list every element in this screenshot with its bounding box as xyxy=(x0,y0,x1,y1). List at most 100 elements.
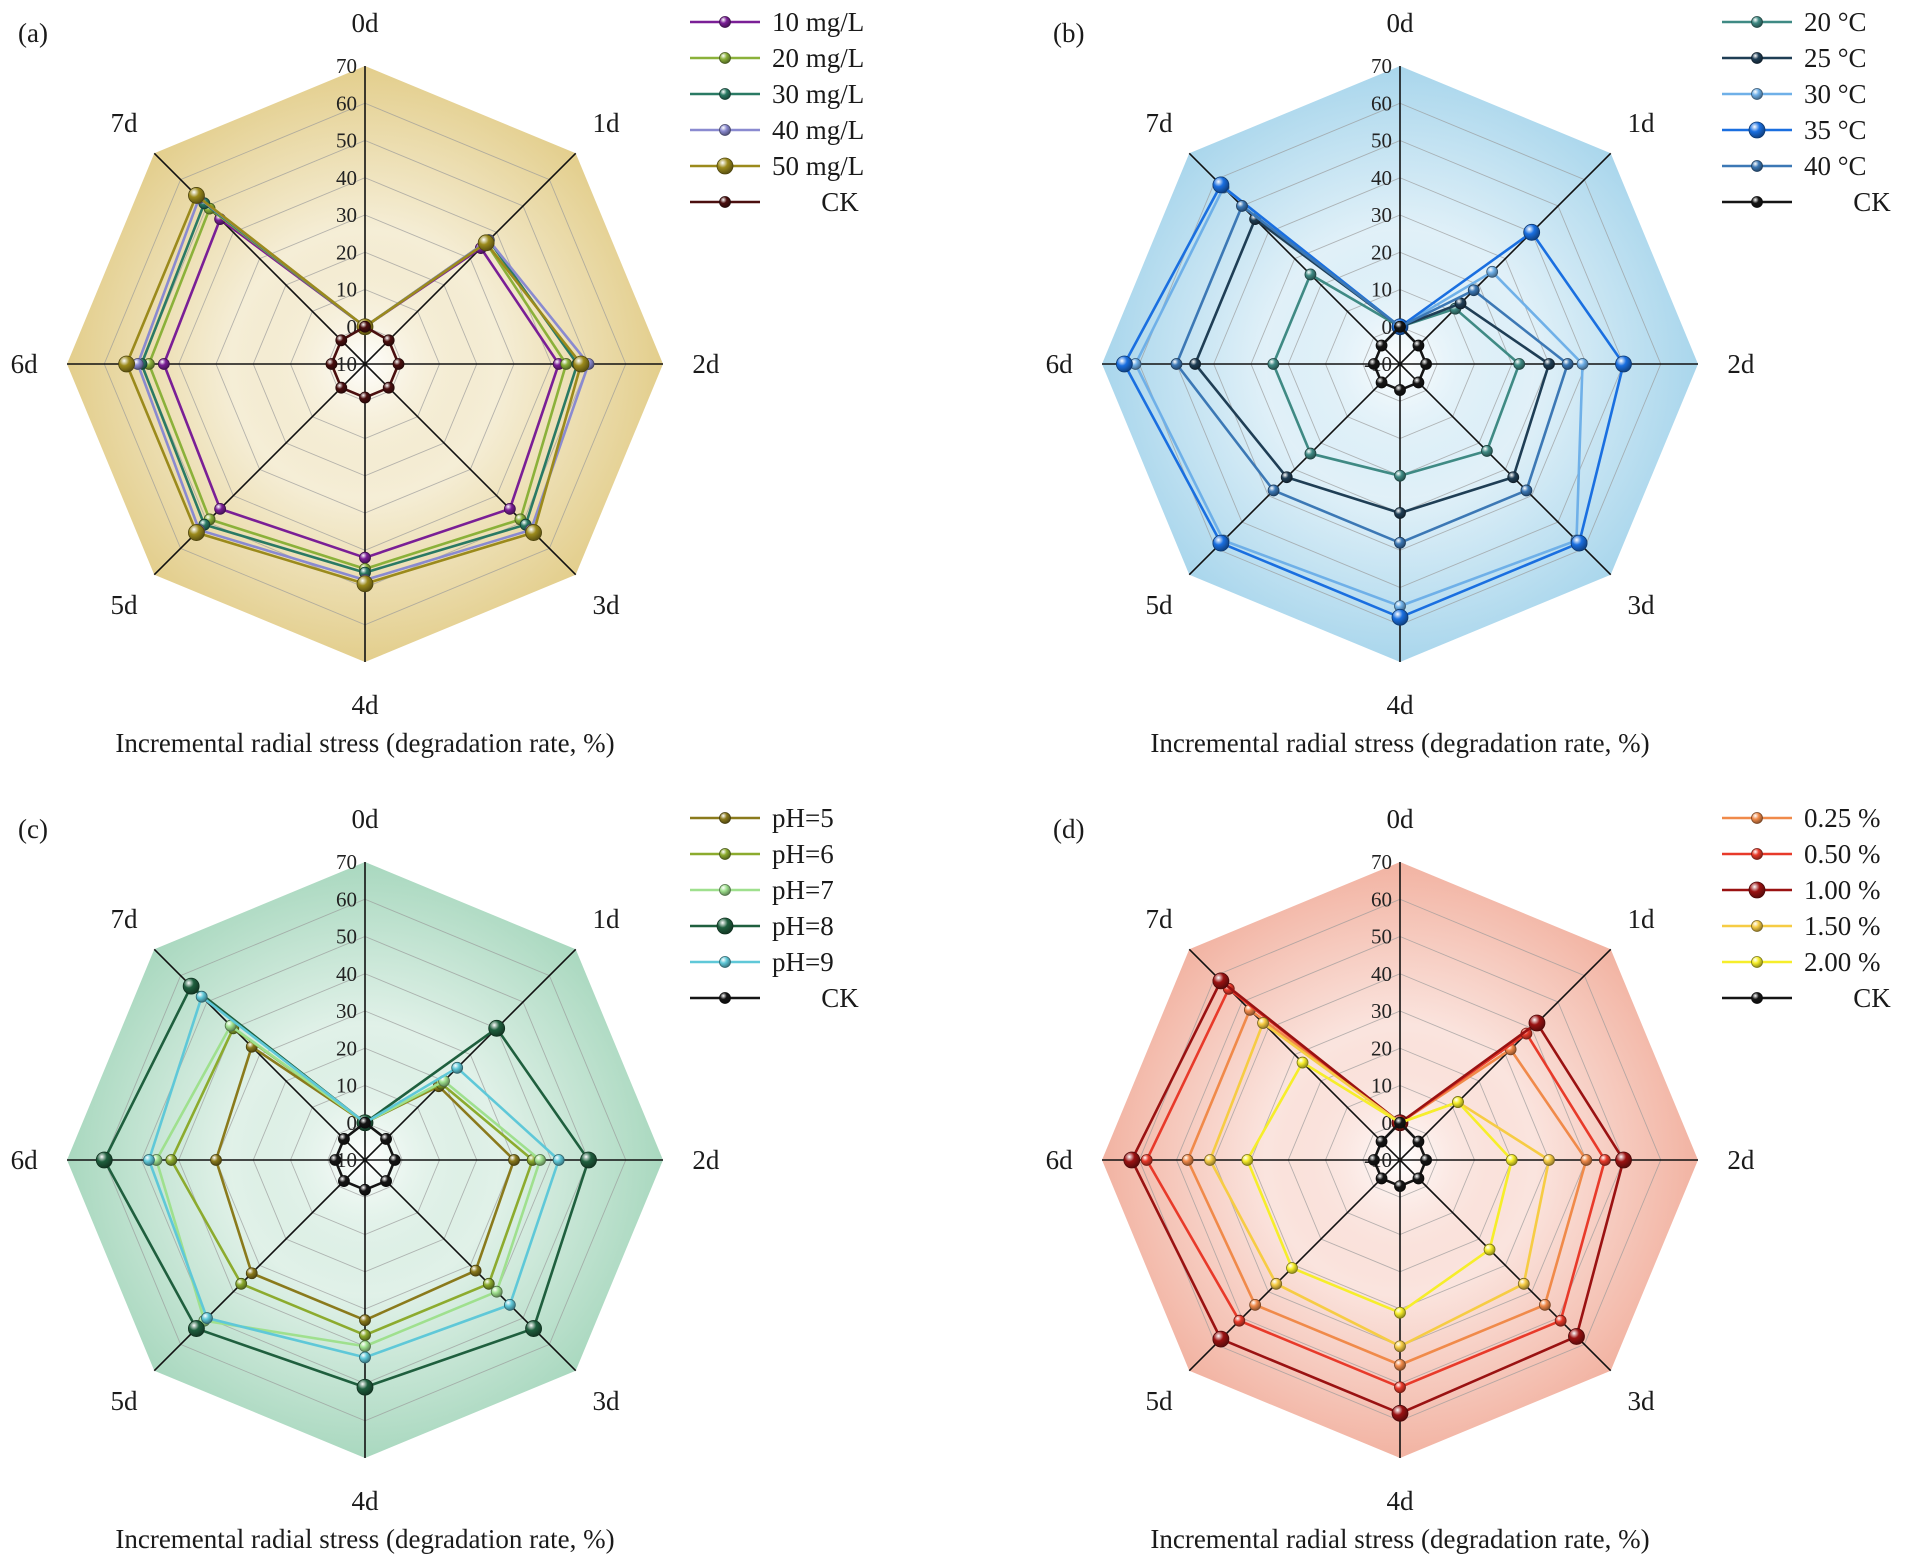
data-point xyxy=(1528,1014,1546,1032)
data-point xyxy=(356,575,374,593)
data-point xyxy=(182,977,200,995)
axis-label-6d: 6d xyxy=(1046,349,1074,379)
data-point xyxy=(1375,1135,1388,1148)
radar-panel-2: -100102030405060700d1d2d3d4d5d6d7d(b)Inc… xyxy=(1046,7,1892,758)
legend-label: 1.50 % xyxy=(1804,911,1881,941)
data-point xyxy=(508,1154,520,1166)
legend-marker xyxy=(1751,88,1763,100)
axis-label-3d: 3d xyxy=(593,1386,621,1416)
data-point xyxy=(1170,358,1183,370)
data-point xyxy=(1394,1116,1406,1129)
legend-label: 10 mg/L xyxy=(772,7,864,37)
radial-tick-label: 30 xyxy=(336,999,357,1023)
data-point xyxy=(503,502,516,515)
radial-tick-label: 30 xyxy=(336,203,357,227)
data-point xyxy=(1249,1298,1262,1311)
radar-spoke xyxy=(1399,948,1612,1161)
legend-marker xyxy=(716,917,734,935)
radial-tick-label: 10 xyxy=(1371,1074,1392,1098)
data-point xyxy=(392,358,405,370)
x-axis-caption: Incremental radial stress (degradation r… xyxy=(1150,1524,1649,1554)
data-point xyxy=(165,1154,178,1166)
legend: 10 mg/L 20 mg/L 30 mg/L 40 mg/L 50 mg/L CK xyxy=(690,7,864,217)
data-point xyxy=(1286,1262,1298,1274)
axis-label-5d: 5d xyxy=(110,590,138,620)
axis-label-5d: 5d xyxy=(110,1386,138,1416)
data-point xyxy=(1520,484,1533,497)
legend: 20 °C 25 °C 30 °C 35 °C 40 °C CK xyxy=(1722,7,1891,217)
data-point xyxy=(552,1154,565,1166)
data-point xyxy=(1394,1381,1406,1394)
data-point xyxy=(572,355,590,373)
radial-tick-label: 70 xyxy=(1371,850,1392,874)
x-axis-caption: Incremental radial stress (degradation r… xyxy=(1150,728,1649,758)
data-point xyxy=(210,1154,222,1166)
data-point xyxy=(1267,358,1280,370)
data-point xyxy=(1270,1277,1283,1290)
data-point xyxy=(1212,534,1230,552)
data-point xyxy=(1412,339,1425,352)
axis-label-4d: 4d xyxy=(1387,690,1415,720)
radial-tick-label: 60 xyxy=(336,887,357,911)
legend-label: 40 °C xyxy=(1804,151,1867,181)
data-point xyxy=(359,320,371,333)
legend-label: 20 °C xyxy=(1804,7,1867,37)
data-point xyxy=(359,551,371,564)
data-point xyxy=(1368,1154,1380,1166)
axis-label-2d: 2d xyxy=(1727,1145,1755,1175)
data-point xyxy=(1368,358,1380,370)
data-point xyxy=(338,1175,350,1187)
data-point xyxy=(356,1378,374,1396)
data-point xyxy=(335,334,348,347)
data-point xyxy=(338,1133,350,1145)
data-point xyxy=(1394,507,1406,519)
data-point xyxy=(1241,1154,1254,1166)
data-point xyxy=(1304,268,1317,281)
axis-label-7d: 7d xyxy=(1145,904,1173,934)
data-point xyxy=(1507,471,1520,484)
radial-tick-label: 10 xyxy=(336,278,357,302)
axis-label-7d: 7d xyxy=(1145,108,1173,138)
radar-spoke xyxy=(1399,152,1612,365)
data-point xyxy=(1412,376,1425,389)
data-point xyxy=(1204,1154,1216,1166)
radial-tick-label: 20 xyxy=(336,1036,357,1060)
data-point xyxy=(235,1277,248,1290)
legend-marker xyxy=(1751,992,1763,1004)
data-point xyxy=(1115,355,1133,373)
legend-label: 40 mg/L xyxy=(772,115,864,145)
data-point xyxy=(1580,1154,1593,1166)
data-point xyxy=(560,358,573,370)
data-point xyxy=(1452,1096,1464,1108)
legend-label: 20 mg/L xyxy=(772,43,864,73)
legend-marker xyxy=(1751,52,1763,64)
legend-marker xyxy=(1751,160,1763,172)
radar-panel-3: -100102030405060700d1d2d3d4d5d6d7d(c)Inc… xyxy=(11,803,860,1554)
radial-tick-label: 60 xyxy=(1371,91,1392,115)
data-point xyxy=(188,524,205,541)
data-point xyxy=(1394,1180,1406,1192)
radial-tick-label: 50 xyxy=(1371,925,1392,949)
data-point xyxy=(382,381,395,394)
data-point xyxy=(451,1061,464,1074)
data-point xyxy=(1523,223,1541,241)
radial-tick-label: 50 xyxy=(1371,129,1392,153)
axis-label-6d: 6d xyxy=(11,1145,39,1175)
legend-label: 50 mg/L xyxy=(772,151,864,181)
legend-marker xyxy=(1751,812,1763,824)
x-axis-caption: Incremental radial stress (degradation r… xyxy=(115,1524,614,1554)
data-point xyxy=(1483,1243,1496,1256)
data-point xyxy=(1280,471,1293,484)
data-point xyxy=(1123,1151,1141,1169)
data-point xyxy=(580,1151,597,1169)
radial-tick-label: 50 xyxy=(336,129,357,153)
radial-tick-label: 70 xyxy=(336,54,357,78)
axis-label-0d: 0d xyxy=(352,804,380,834)
legend-marker xyxy=(1751,920,1763,932)
data-point xyxy=(380,1133,392,1145)
axis-label-3d: 3d xyxy=(1628,1386,1656,1416)
radial-tick-label: 10 xyxy=(336,1074,357,1098)
data-point xyxy=(1505,1154,1518,1166)
data-point xyxy=(329,1154,342,1166)
legend-marker xyxy=(719,124,731,136)
